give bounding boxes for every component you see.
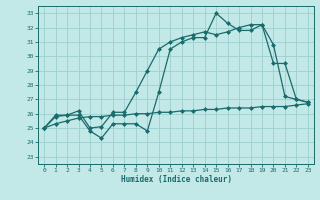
X-axis label: Humidex (Indice chaleur): Humidex (Indice chaleur) bbox=[121, 175, 231, 184]
